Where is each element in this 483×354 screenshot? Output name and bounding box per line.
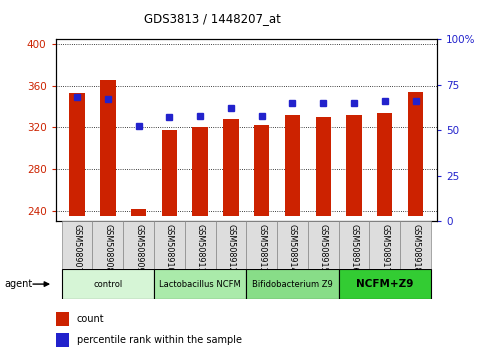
Text: agent: agent: [5, 279, 33, 289]
Bar: [346, 115, 362, 216]
Bar: [254, 125, 270, 216]
Bar: [246, 221, 277, 269]
Bar: [185, 221, 215, 269]
Bar: [123, 221, 154, 269]
Text: GSM508916: GSM508916: [350, 224, 358, 272]
Bar: [154, 221, 185, 269]
Bar: [223, 119, 239, 216]
Bar: [308, 221, 339, 269]
Bar: [70, 93, 85, 216]
Bar: [400, 221, 431, 269]
Bar: [92, 221, 123, 269]
Text: GSM508911: GSM508911: [196, 224, 205, 272]
Bar: [377, 113, 393, 216]
Bar: [154, 269, 246, 299]
Bar: [62, 269, 154, 299]
Bar: [193, 127, 208, 216]
Bar: [215, 221, 246, 269]
Bar: [56, 333, 69, 347]
Text: control: control: [93, 280, 123, 289]
Bar: [315, 117, 331, 216]
Bar: [408, 92, 423, 216]
Bar: [56, 312, 69, 326]
Text: count: count: [76, 314, 104, 324]
Text: GSM508918: GSM508918: [411, 224, 420, 272]
Text: GSM508907: GSM508907: [72, 224, 82, 272]
Text: GSM508912: GSM508912: [227, 224, 235, 272]
Text: GSM508917: GSM508917: [380, 224, 389, 272]
Bar: [131, 209, 146, 216]
Text: GSM508909: GSM508909: [134, 224, 143, 272]
Text: GSM508915: GSM508915: [319, 224, 328, 272]
Bar: [339, 221, 369, 269]
Text: GSM508910: GSM508910: [165, 224, 174, 272]
Text: percentile rank within the sample: percentile rank within the sample: [76, 335, 242, 345]
Text: GSM508908: GSM508908: [103, 224, 113, 272]
Text: GSM508913: GSM508913: [257, 224, 266, 272]
Text: Lactobacillus NCFM: Lactobacillus NCFM: [159, 280, 241, 289]
Text: GDS3813 / 1448207_at: GDS3813 / 1448207_at: [144, 12, 281, 25]
Bar: [339, 269, 431, 299]
Bar: [369, 221, 400, 269]
Bar: [162, 130, 177, 216]
Text: Bifidobacterium Z9: Bifidobacterium Z9: [252, 280, 333, 289]
Bar: [62, 221, 92, 269]
Bar: [100, 80, 115, 216]
Bar: [246, 269, 339, 299]
Bar: [285, 115, 300, 216]
Text: GSM508914: GSM508914: [288, 224, 297, 272]
Text: NCFM+Z9: NCFM+Z9: [356, 279, 413, 289]
Bar: [277, 221, 308, 269]
